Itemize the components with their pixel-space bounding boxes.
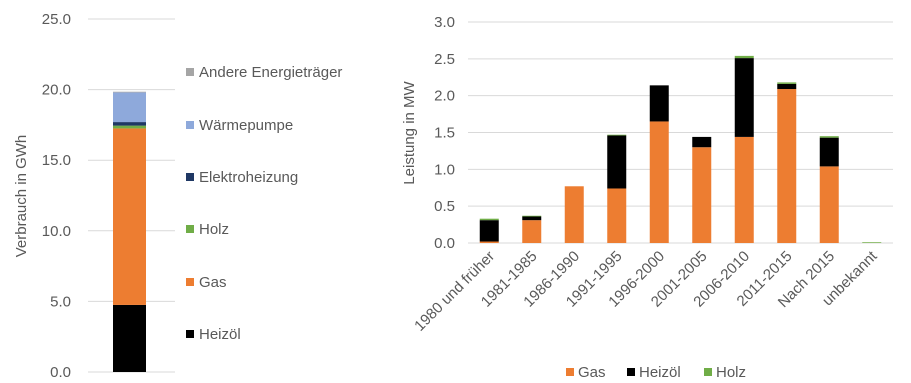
legend-marker-andere-energietraeger [186, 68, 194, 76]
bar-heizoel-2011-2015 [777, 83, 797, 90]
y-axis-title: Leistung in MW [401, 80, 418, 184]
legend-marker-heizoel [186, 330, 194, 338]
bar-gas-1986-1990 [564, 186, 584, 243]
bar-gas-nach-2015 [819, 166, 839, 243]
legend-marker-elektroheizung [186, 173, 194, 181]
legend-marker-holz [186, 225, 194, 233]
bar-holz-nach-2015 [819, 136, 839, 138]
y-tick-label: 0.0 [434, 235, 455, 252]
y-tick-label: 0.5 [434, 198, 455, 215]
bar-segment-heizoel [113, 304, 146, 372]
bar-gas-1996-2000 [649, 121, 669, 243]
bar-gas-1991-1995 [607, 188, 627, 243]
bar-holz-2011-2015 [777, 82, 797, 84]
legend-marker-heizoel [627, 368, 635, 376]
bar-gas-2011-2015 [777, 89, 797, 243]
legend-marker-gas [186, 278, 194, 286]
y-tick-label: 0.0 [50, 364, 71, 381]
legend-label-elektroheizung: Elektroheizung [199, 169, 298, 186]
bar-gas-1980-und-frueher [479, 241, 499, 243]
legend-marker-waermepumpe [186, 121, 194, 129]
bar-segment-andere-energietraeger [113, 91, 146, 93]
y-tick-label: 15.0 [42, 152, 71, 169]
legend-label-heizoel: Heizöl [639, 364, 681, 381]
bar-heizoel-2001-2005 [692, 136, 712, 148]
bar-gas-2006-2010 [734, 136, 754, 243]
legend-marker-holz [704, 368, 712, 376]
bar-heizoel-1996-2000 [649, 85, 669, 122]
legend-label-heizoel: Heizöl [199, 326, 241, 343]
bar-heizoel-1980-und-frueher [479, 220, 499, 242]
bar-holz-1980-und-frueher [479, 218, 499, 221]
bar-holz-1981-1985 [522, 215, 542, 217]
bar-holz-unbekannt [862, 242, 882, 243]
legend-label-waermepumpe: Wärmepumpe [199, 117, 293, 134]
y-tick-label: 25.0 [42, 11, 71, 28]
legend-label-holz: Holz [716, 364, 746, 381]
bar-heizoel-nach-2015 [819, 137, 839, 167]
y-tick-label: 10.0 [42, 223, 71, 240]
legend-label-holz: Holz [199, 221, 229, 238]
bar-segment-holz [113, 125, 146, 129]
legend-label-gas: Gas [578, 364, 606, 381]
bar-heizoel-2006-2010 [734, 58, 754, 137]
bar-segment-waermepumpe [113, 92, 146, 123]
y-tick-label: 1.5 [434, 125, 455, 142]
bar-segment-gas [113, 128, 146, 305]
bar-holz-1991-1995 [607, 134, 627, 136]
legend-label-andere-energietraeger: Andere Energieträger [199, 64, 342, 81]
legend-marker-gas [566, 368, 574, 376]
bar-segment-elektroheizung [113, 122, 146, 126]
y-tick-label: 20.0 [42, 82, 71, 99]
y-tick-label: 2.5 [434, 51, 455, 68]
bar-holz-2006-2010 [734, 55, 754, 59]
bar-heizoel-1981-1985 [522, 216, 542, 221]
bar-heizoel-1991-1995 [607, 135, 627, 189]
y-tick-label: 2.0 [434, 88, 455, 105]
y-axis-title: Verbrauch in GWh [13, 135, 30, 258]
legend-label-gas: Gas [199, 274, 227, 291]
bar-gas-2001-2005 [692, 147, 712, 243]
energy-consumption-chart: 0.0 5.0 10.0 15.0 20.0 25.0 Verbrauch in GWh An… [13, 11, 342, 381]
y-tick-label: 5.0 [50, 293, 71, 310]
bar-gas-1981-1985 [522, 220, 542, 243]
y-tick-label: 1.0 [434, 161, 455, 178]
y-tick-label: 3.0 [434, 14, 455, 31]
